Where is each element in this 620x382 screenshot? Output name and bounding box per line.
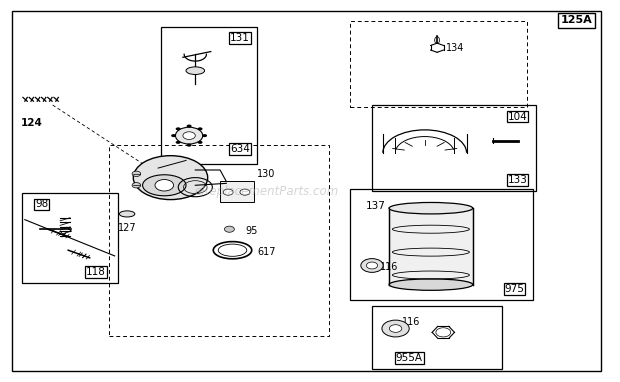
Text: 617: 617 [257, 247, 276, 257]
Ellipse shape [133, 156, 208, 199]
Text: 118: 118 [86, 267, 106, 277]
Circle shape [187, 144, 192, 147]
Bar [22, 193, 118, 283]
Text: 137: 137 [366, 201, 386, 210]
Bar [350, 189, 533, 300]
Text: 634: 634 [230, 144, 250, 154]
Text: 125A: 125A [560, 15, 592, 25]
Bar [372, 306, 502, 369]
Text: 127: 127 [118, 223, 136, 233]
Text: 131: 131 [230, 33, 250, 43]
Bar [389, 208, 472, 285]
Text: 104: 104 [508, 112, 528, 121]
Circle shape [389, 325, 402, 332]
Bar [350, 21, 527, 107]
Bar [220, 181, 254, 202]
Circle shape [198, 127, 203, 130]
Circle shape [155, 180, 174, 191]
Circle shape [171, 134, 176, 137]
Circle shape [187, 125, 192, 128]
Bar [161, 27, 257, 164]
Text: 130: 130 [257, 169, 276, 179]
Text: 134: 134 [446, 43, 465, 53]
Circle shape [132, 183, 141, 188]
Bar [108, 145, 329, 336]
Bar [372, 105, 536, 191]
Text: eReplacementParts.com: eReplacementParts.com [195, 185, 339, 197]
Text: 98: 98 [35, 199, 48, 209]
Circle shape [436, 328, 451, 337]
Circle shape [202, 134, 207, 137]
Text: 95: 95 [245, 226, 257, 236]
Ellipse shape [389, 202, 472, 214]
Text: 133: 133 [508, 175, 528, 185]
Text: 116: 116 [402, 317, 420, 327]
Circle shape [366, 262, 378, 269]
Circle shape [361, 259, 383, 272]
Text: 124: 124 [21, 118, 43, 128]
Circle shape [175, 127, 180, 130]
Circle shape [175, 127, 203, 144]
Circle shape [183, 132, 195, 139]
Ellipse shape [435, 37, 440, 44]
Circle shape [240, 189, 250, 195]
Circle shape [223, 189, 233, 195]
Ellipse shape [143, 175, 186, 196]
Text: 116: 116 [380, 262, 399, 272]
Ellipse shape [119, 211, 135, 217]
Text: 975: 975 [505, 284, 525, 294]
Circle shape [132, 171, 141, 176]
Ellipse shape [186, 67, 205, 74]
Circle shape [224, 226, 234, 232]
Circle shape [382, 320, 409, 337]
Ellipse shape [389, 279, 472, 290]
Circle shape [175, 141, 180, 144]
Text: 955A: 955A [396, 353, 423, 363]
Circle shape [198, 141, 203, 144]
